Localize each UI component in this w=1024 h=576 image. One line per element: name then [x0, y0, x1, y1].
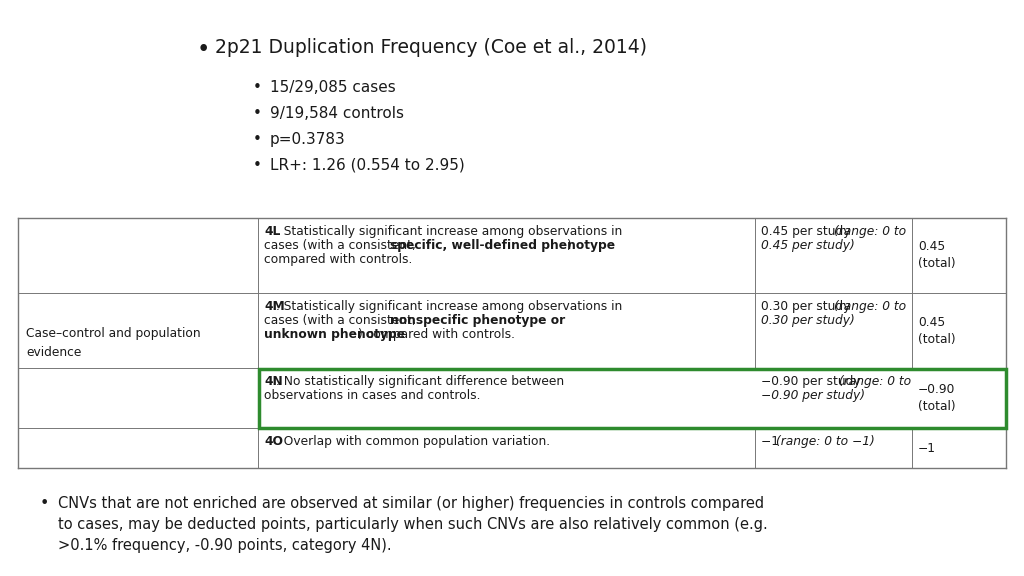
Text: ) compared with controls.: ) compared with controls. — [357, 328, 514, 341]
Text: 4O: 4O — [264, 435, 283, 448]
Text: cases (with a consistent,: cases (with a consistent, — [264, 239, 420, 252]
Text: 0.30 per study): 0.30 per study) — [761, 314, 855, 327]
Text: unknown phenotype: unknown phenotype — [264, 328, 406, 341]
Text: 15/29,085 cases: 15/29,085 cases — [270, 80, 395, 95]
Text: 9/19,584 controls: 9/19,584 controls — [270, 106, 404, 121]
Text: nonspecific phenotype or: nonspecific phenotype or — [390, 314, 565, 327]
Text: ): ) — [566, 239, 570, 252]
Text: (range: 0 to: (range: 0 to — [834, 225, 906, 238]
Text: −1: −1 — [918, 441, 936, 454]
Text: 0.45
(total): 0.45 (total) — [918, 316, 955, 346]
Text: 4L: 4L — [264, 225, 281, 238]
Text: 0.30 per study: 0.30 per study — [761, 300, 854, 313]
Text: cases (with a consistent,: cases (with a consistent, — [264, 314, 420, 327]
Text: CNVs that are not enriched are observed at similar (or higher) frequencies in co: CNVs that are not enriched are observed … — [58, 496, 768, 553]
Text: . Statistically significant increase among observations in: . Statistically significant increase amo… — [276, 225, 623, 238]
Text: observations in cases and controls.: observations in cases and controls. — [264, 389, 480, 402]
Text: (range: 0 to: (range: 0 to — [839, 375, 910, 388]
Text: 4M: 4M — [264, 300, 285, 313]
Text: p=0.3783: p=0.3783 — [270, 132, 346, 147]
Text: Case–control and population
evidence: Case–control and population evidence — [26, 328, 201, 358]
Text: specific, well‑defined phenotype: specific, well‑defined phenotype — [390, 239, 615, 252]
Text: . No statistically significant difference between: . No statistically significant differenc… — [276, 375, 564, 388]
Text: •: • — [253, 80, 262, 95]
Text: •: • — [253, 132, 262, 147]
Text: 0.45
(total): 0.45 (total) — [918, 241, 955, 271]
Text: −1: −1 — [761, 435, 783, 448]
Text: −0.90 per study): −0.90 per study) — [761, 389, 865, 402]
Text: −0.90 per study: −0.90 per study — [761, 375, 864, 388]
Text: 0.45 per study: 0.45 per study — [761, 225, 854, 238]
Text: 4N: 4N — [264, 375, 283, 388]
Text: 0.45 per study): 0.45 per study) — [761, 239, 855, 252]
Text: (range: 0 to −1): (range: 0 to −1) — [775, 435, 874, 448]
Text: −0.90
(total): −0.90 (total) — [918, 383, 955, 413]
Text: •: • — [253, 106, 262, 121]
Text: compared with controls.: compared with controls. — [264, 253, 413, 266]
Text: . Statistically significant increase among observations in: . Statistically significant increase amo… — [276, 300, 623, 313]
Text: . Overlap with common population variation.: . Overlap with common population variati… — [276, 435, 551, 448]
Text: •: • — [40, 496, 49, 511]
Text: (range: 0 to: (range: 0 to — [834, 300, 906, 313]
Text: LR+: 1.26 (0.554 to 2.95): LR+: 1.26 (0.554 to 2.95) — [270, 158, 465, 173]
Text: •: • — [253, 158, 262, 173]
Text: •: • — [197, 38, 210, 61]
Bar — [259, 369, 1006, 427]
Text: 2p21 Duplication Frequency (Coe et al., 2014): 2p21 Duplication Frequency (Coe et al., … — [215, 38, 647, 57]
